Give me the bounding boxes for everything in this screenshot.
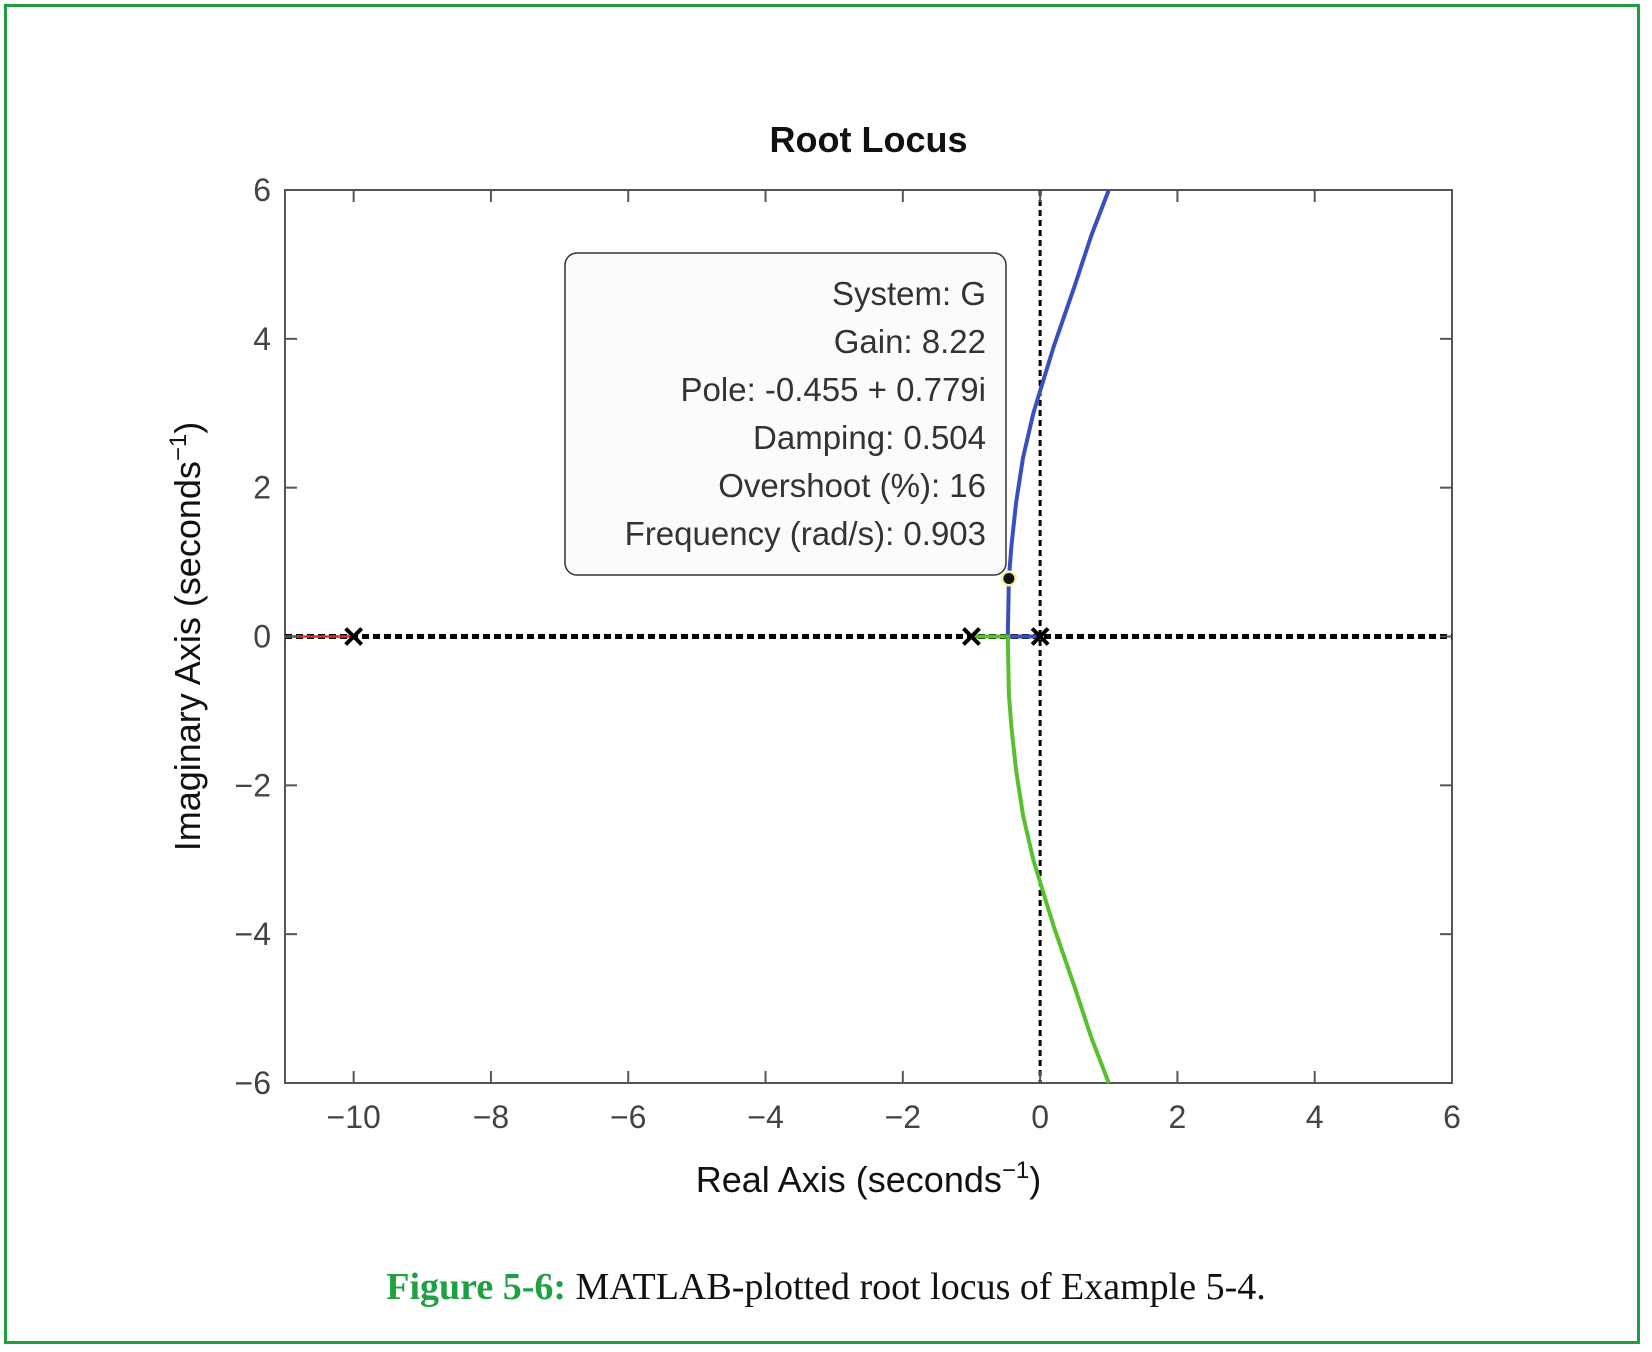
pole-marker-stroke [962, 627, 981, 646]
x-tick-label: −6 [610, 1099, 646, 1135]
figure-caption: Figure 5-6: MATLAB-plotted root locus of… [0, 1265, 1652, 1309]
datatip-line: Frequency (rad/s): 0.903 [625, 515, 986, 552]
pole-marker [962, 627, 981, 646]
pole-marker-stroke [344, 627, 364, 646]
x-axis-label: Real Axis (seconds−1) [696, 1157, 1042, 1200]
y-axis-label: Imaginary Axis (seconds−1) [165, 422, 208, 852]
x-tick-label: 0 [1031, 1099, 1049, 1135]
datatip-line: System: G [832, 275, 986, 312]
pole-marker [344, 627, 364, 646]
datatip-line: Gain: 8.22 [834, 323, 986, 360]
datatip-marker [1003, 573, 1015, 585]
x-tick-label: −2 [885, 1099, 921, 1135]
caption-text: MATLAB-plotted root locus of Example 5-4… [566, 1266, 1266, 1308]
x-tick-label: 2 [1169, 1099, 1187, 1135]
root-locus-chart: −10 −8 −6 −4 −2 0 2 4 6 −6 −4 −2 0 2 4 6 System: G Gain: … [165, 119, 1461, 1200]
x-tick-label: −4 [747, 1099, 783, 1135]
y-tick-label: 6 [253, 172, 271, 208]
x-tick-label: −8 [473, 1099, 509, 1135]
pole-marker [1030, 627, 1050, 646]
datatip-line: Pole: -0.455 + 0.779i [681, 371, 986, 408]
figure-frame [4, 4, 1640, 1344]
y-tick-label: −6 [235, 1065, 271, 1101]
y-tick-label: −2 [235, 767, 271, 803]
y-tick-label: −4 [235, 916, 271, 952]
datatip-line: Overshoot (%): 16 [718, 467, 986, 504]
x-tick-label: −10 [327, 1099, 381, 1135]
x-tick-label: 6 [1443, 1099, 1461, 1135]
caption-label: Figure 5-6: [386, 1266, 567, 1308]
datatip-line: Damping: 0.504 [753, 419, 986, 456]
chart-title: Root Locus [770, 119, 968, 160]
x-tick-label: 4 [1306, 1099, 1324, 1135]
locus-branch-2 [1005, 189, 1111, 639]
pole-marker-stroke [1030, 627, 1050, 646]
y-tick-label: 0 [253, 619, 271, 655]
y-tick-label: 2 [253, 470, 271, 506]
y-tick-label: 4 [253, 321, 271, 357]
datatip-box [564, 252, 1007, 576]
locus-branch-3 [971, 634, 1111, 1084]
